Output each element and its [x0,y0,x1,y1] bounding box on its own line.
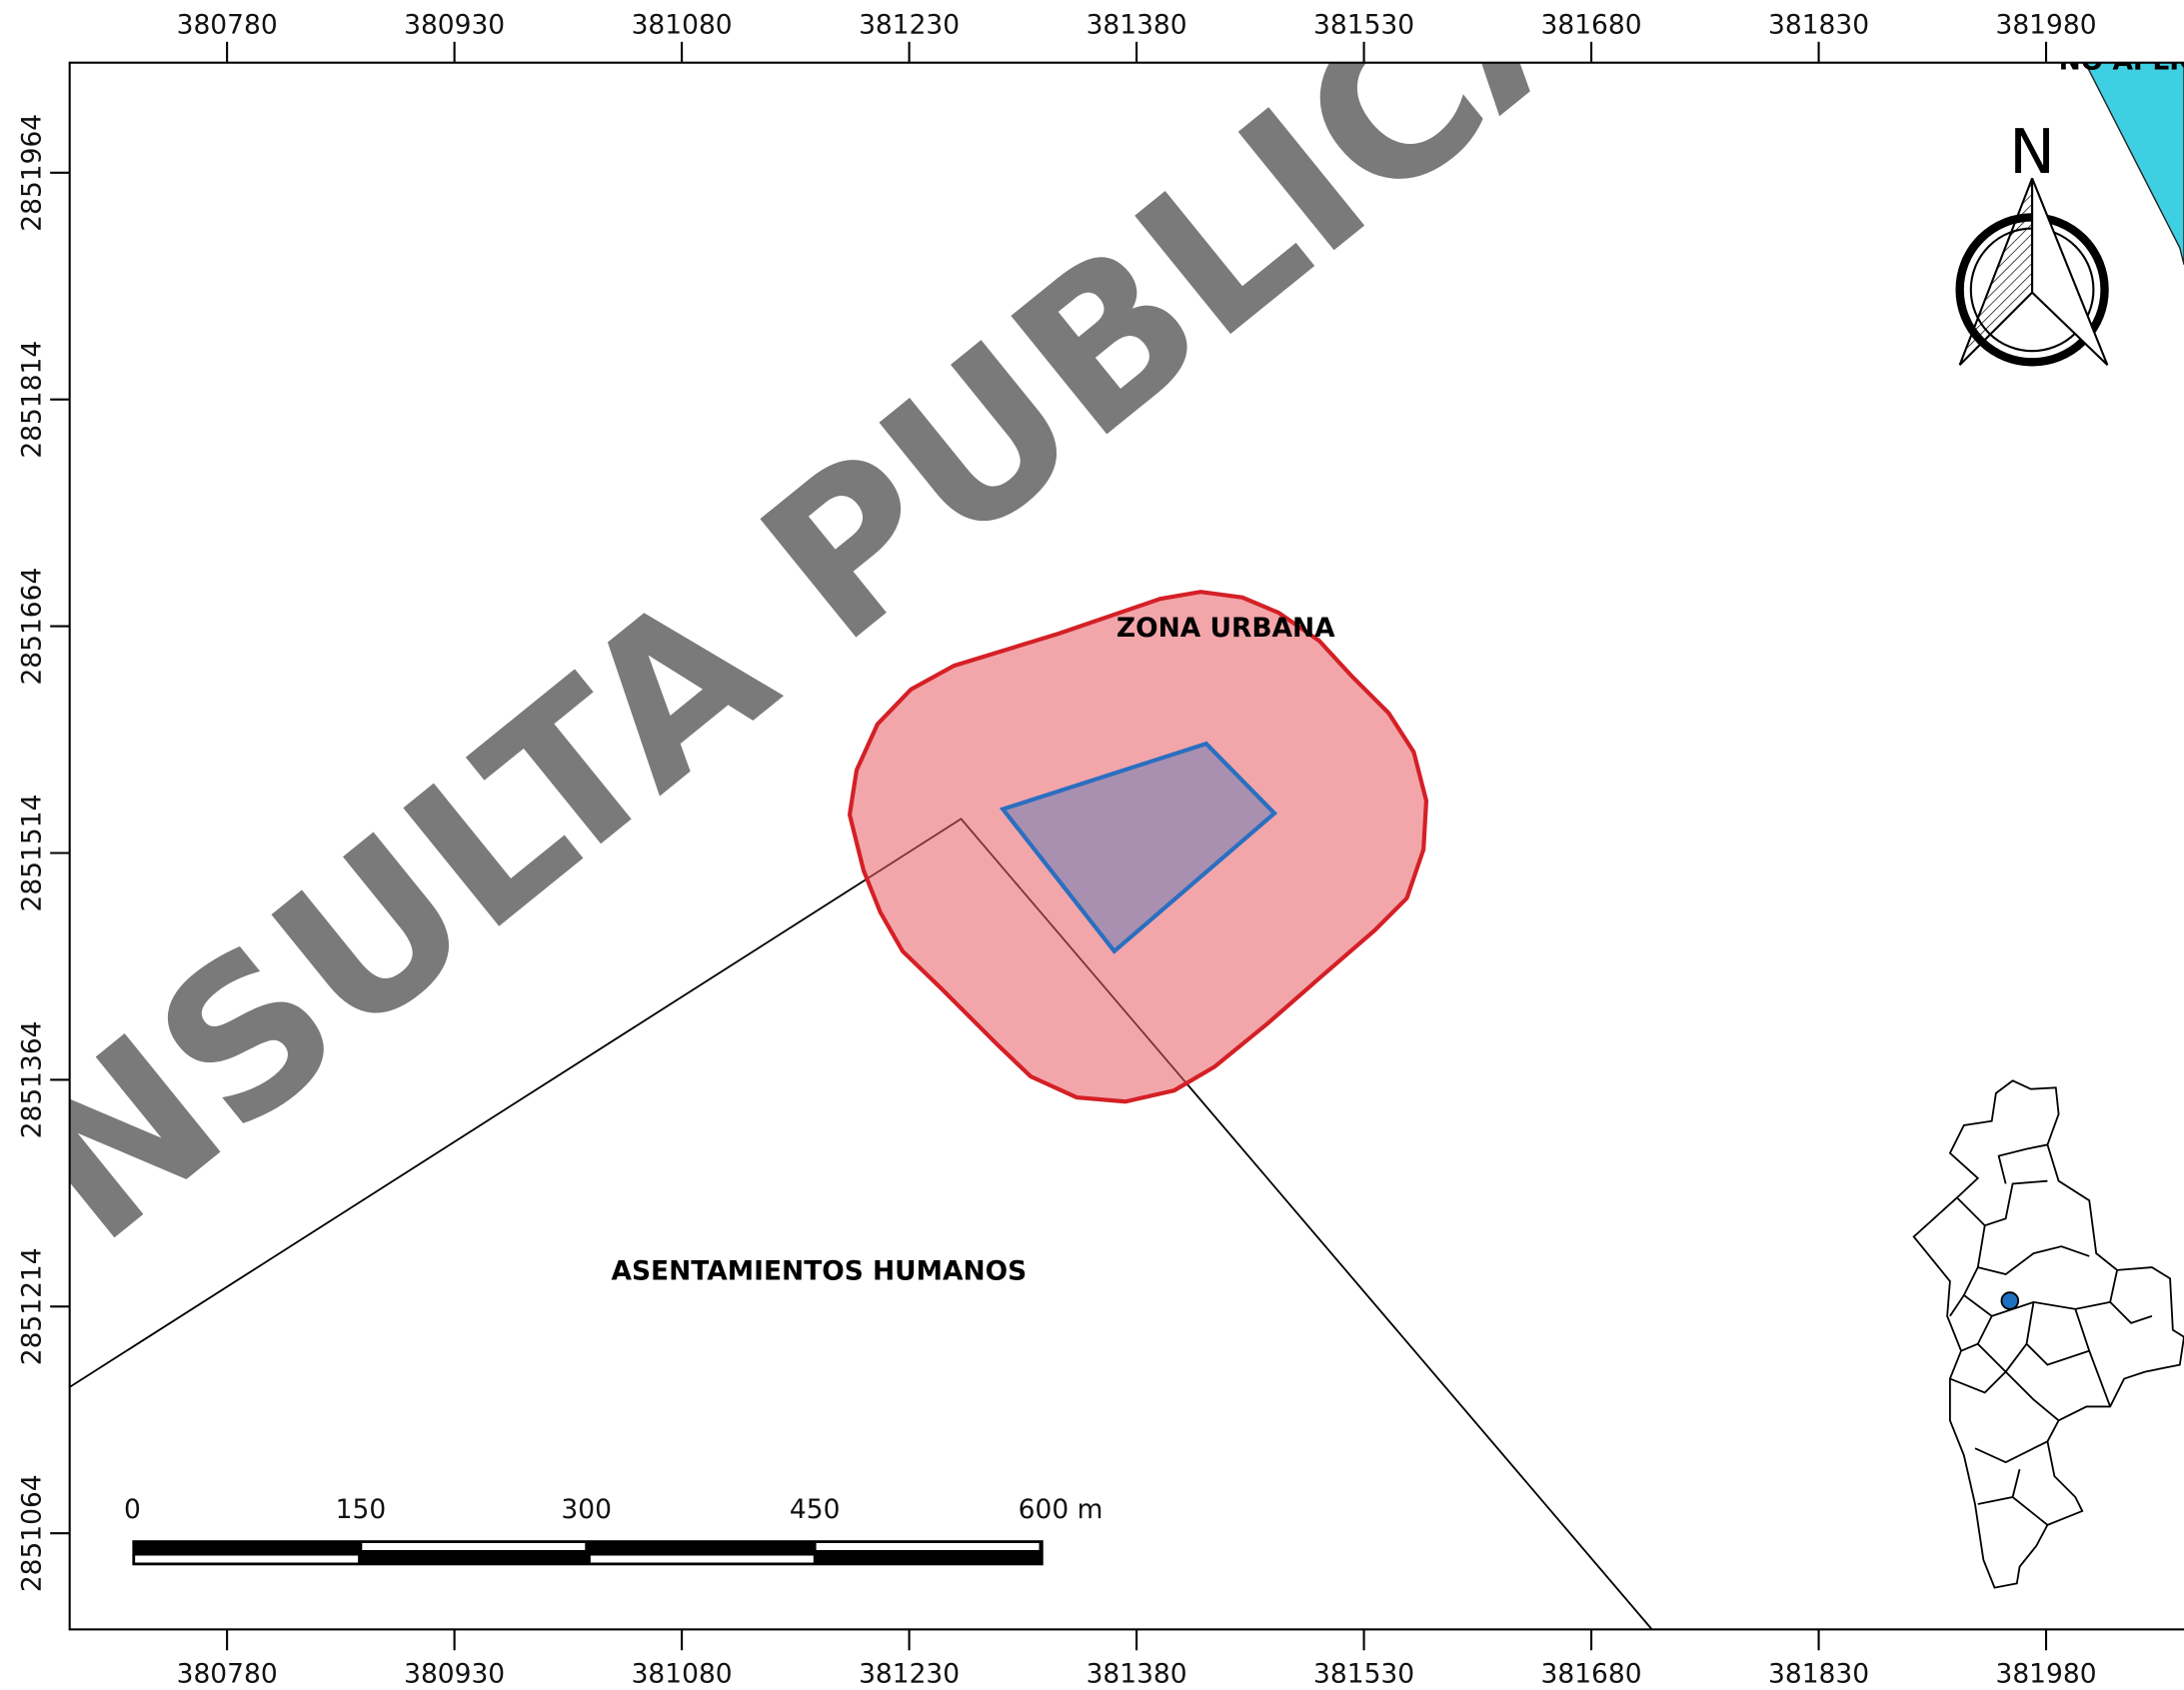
water-zone [2084,62,2184,265]
scale-label: 450 [790,1494,841,1525]
north-label: N [2009,117,2055,188]
y-tick-label: 2851214 [16,1247,47,1365]
x-tick-label: 381380 [1087,9,1187,40]
scale-label: 0 [124,1494,141,1525]
x-tick-label: 381380 [1087,1658,1187,1689]
map-frame [68,61,2184,1631]
zone-label: NO APLICA [2059,46,2184,77]
project-site [999,741,1278,954]
x-tick-label: 381830 [1768,1658,1869,1689]
scale-label: 300 [561,1494,612,1525]
scale-label: 600 m [1019,1494,1103,1525]
x-tick-label: 380780 [177,9,278,40]
x-tick-label: 380930 [404,9,505,40]
x-tick-label: 381080 [632,1658,733,1689]
north-arrow: N [1955,117,2109,367]
map-body: NO APLICA ZONA URBANA ASENTAMIENTOS HUMA… [69,46,2184,1630]
y-tick-label: 2851064 [16,1474,47,1592]
inset-map [1912,1079,2184,1589]
x-tick-label: 380930 [404,1658,505,1689]
x-tick-label: 381080 [632,9,733,40]
zone-label: ASENTAMIENTOS HUMANOS [612,1256,1028,1287]
zone-label: ZONA URBANA [1116,613,1335,644]
y-tick-label: 2851814 [16,341,47,459]
y-tick-label: 2851964 [16,114,47,232]
x-tick-label: 381680 [1541,1658,1642,1689]
x-tick-label: 381830 [1768,9,1869,40]
x-tick-label: 380780 [177,1658,278,1689]
x-tick-label: 381230 [859,9,960,40]
x-tick-label: 381680 [1541,9,1642,40]
y-tick-label: 2851364 [16,1020,47,1138]
x-tick-label: 381980 [1996,1658,2097,1689]
y-tick-label: 2851664 [16,568,47,686]
x-tick-label: 381980 [1996,9,2097,40]
x-tick-label: 381230 [859,1658,960,1689]
x-tick-label: 381530 [1313,1658,1414,1689]
scale-bar [132,1540,1044,1566]
scale-label: 150 [336,1494,387,1525]
x-tick-label: 381530 [1313,9,1414,40]
y-tick-label: 2851514 [16,795,47,912]
